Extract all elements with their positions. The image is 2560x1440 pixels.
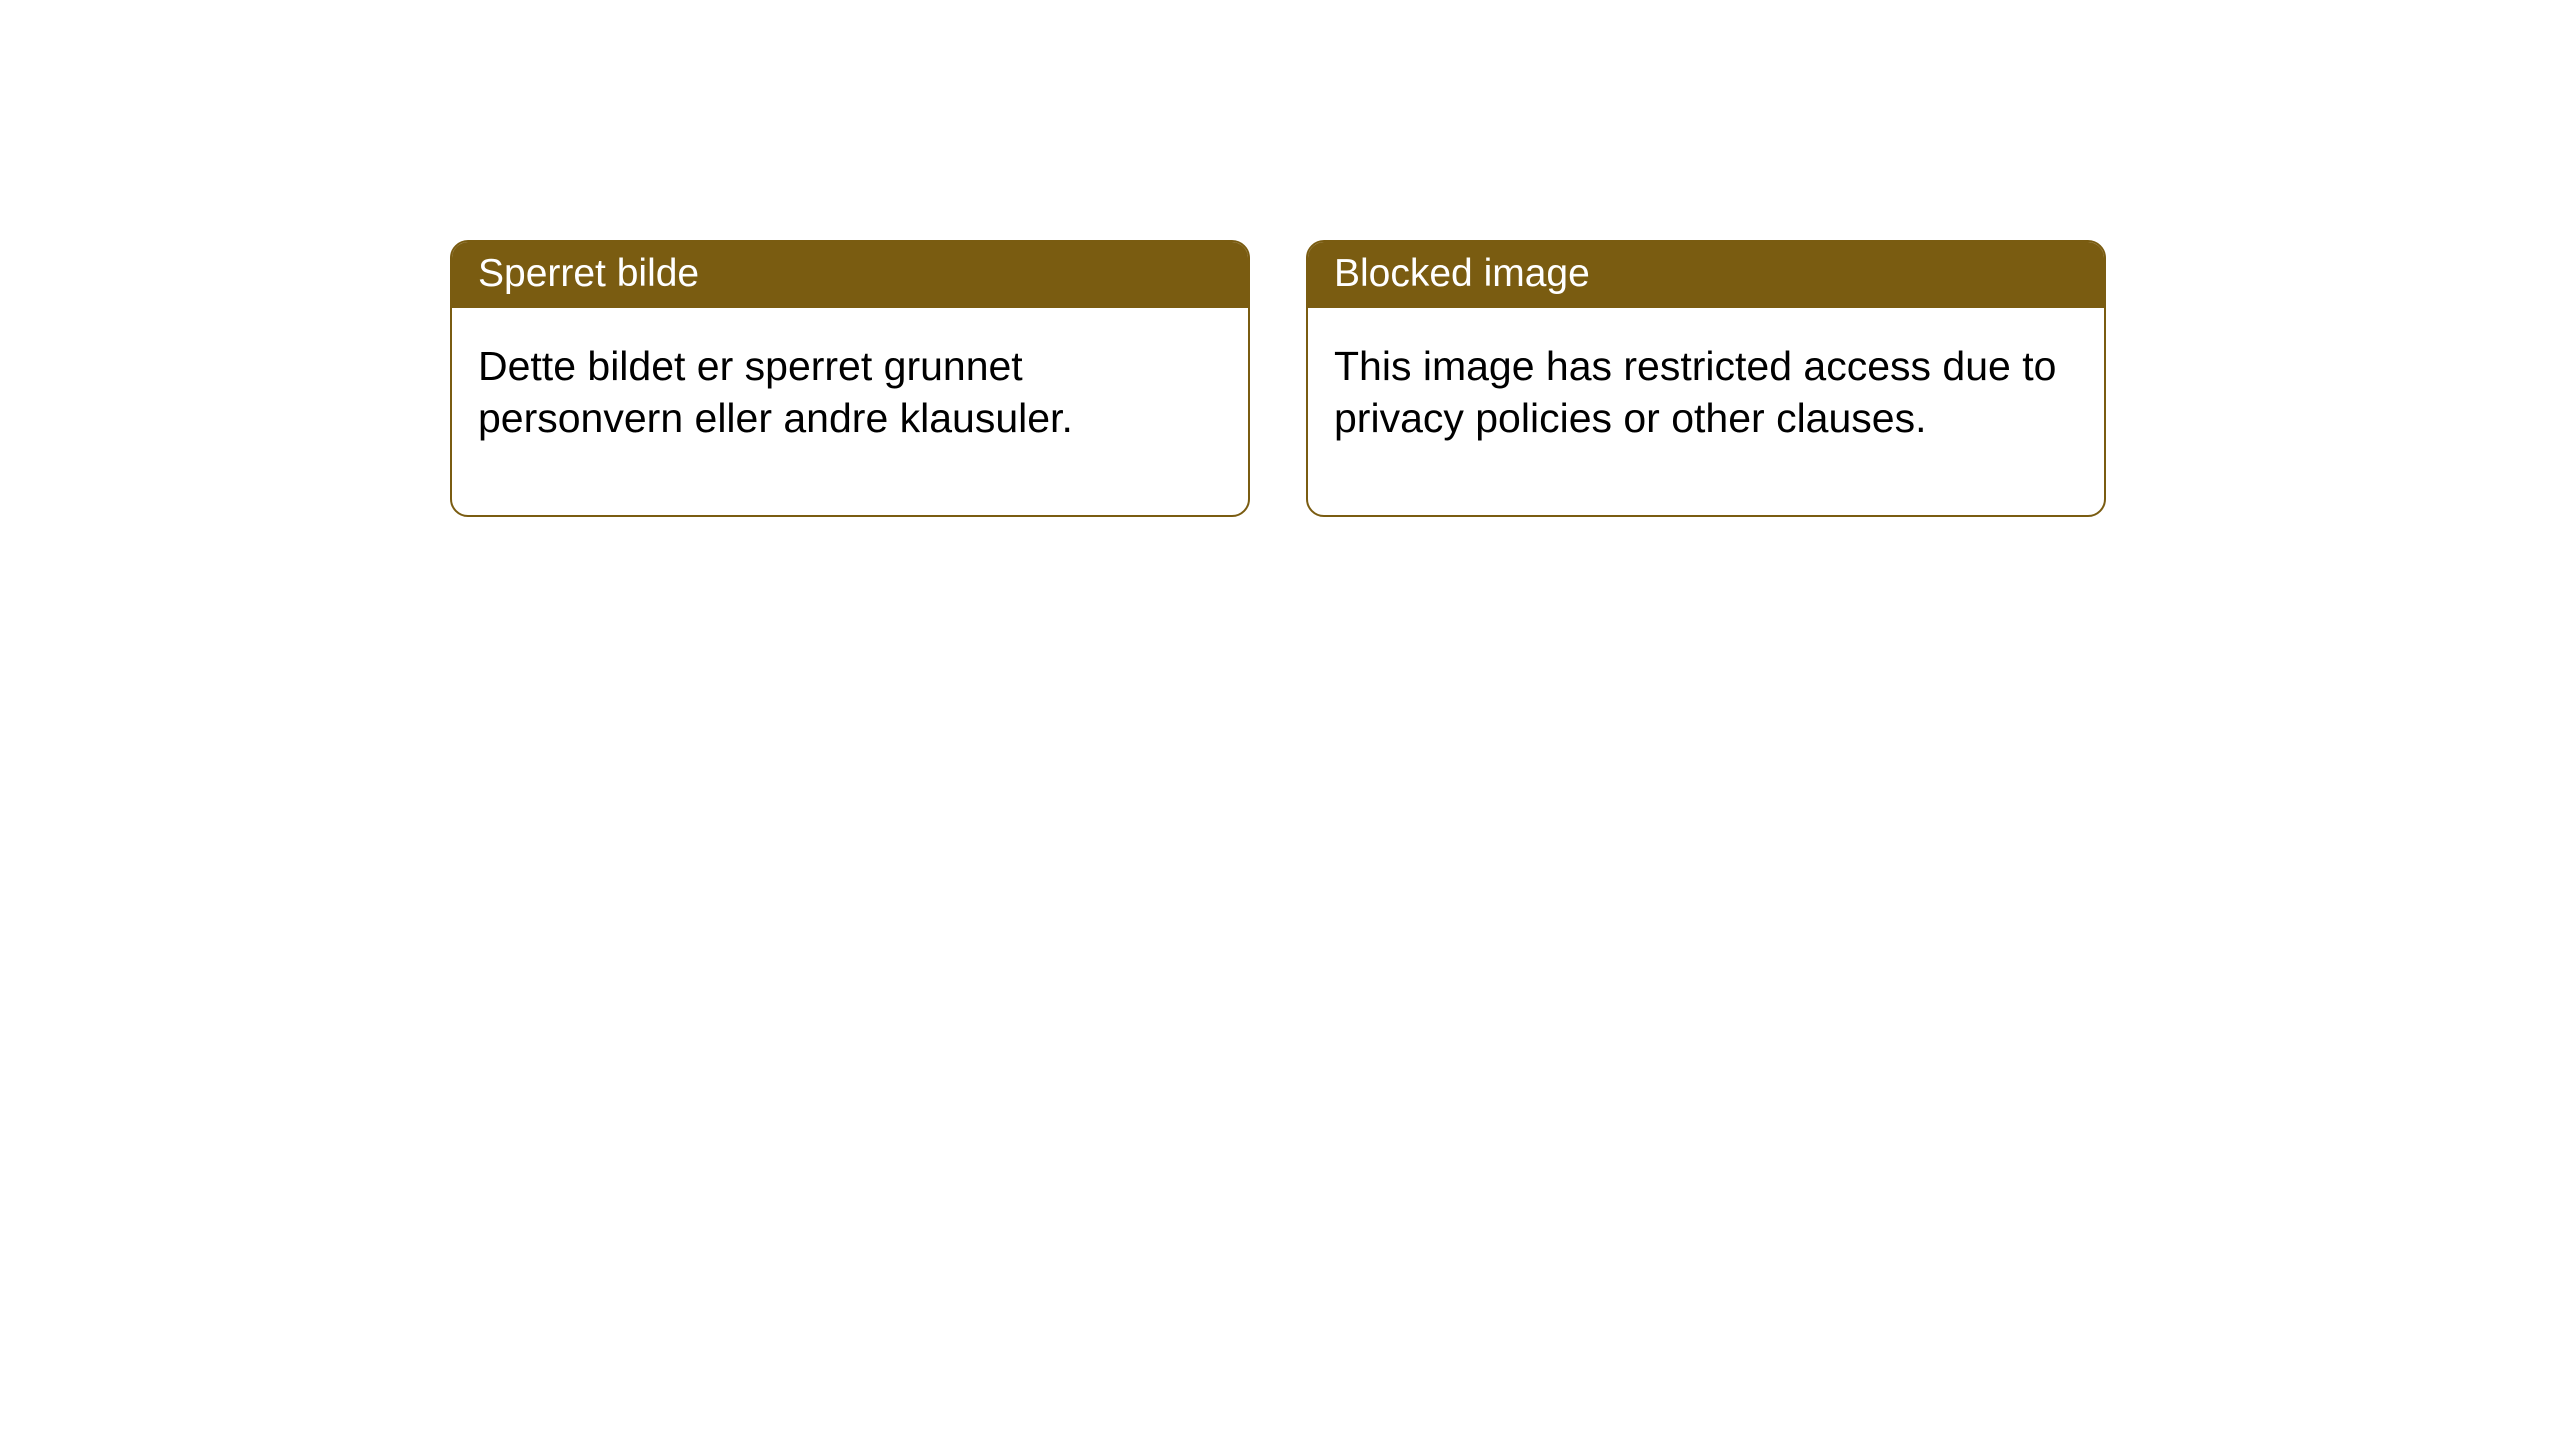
notice-title-english: Blocked image bbox=[1308, 242, 2104, 308]
notice-container: Sperret bilde Dette bildet er sperret gr… bbox=[450, 240, 2106, 517]
notice-card-english: Blocked image This image has restricted … bbox=[1306, 240, 2106, 517]
notice-body-norwegian: Dette bildet er sperret grunnet personve… bbox=[452, 308, 1248, 515]
notice-title-norwegian: Sperret bilde bbox=[452, 242, 1248, 308]
notice-card-norwegian: Sperret bilde Dette bildet er sperret gr… bbox=[450, 240, 1250, 517]
notice-body-english: This image has restricted access due to … bbox=[1308, 308, 2104, 515]
